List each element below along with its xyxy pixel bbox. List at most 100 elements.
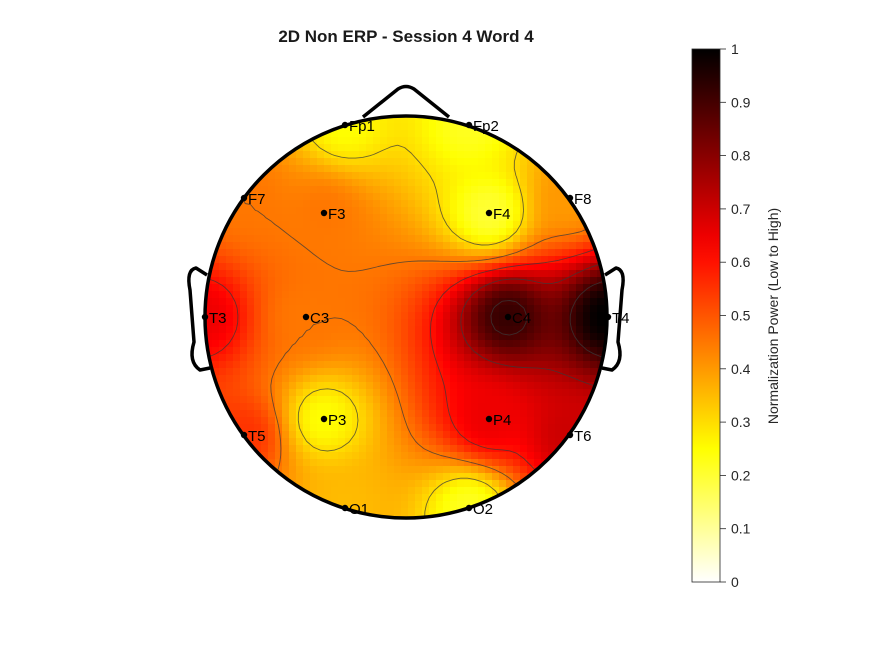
heatmap-cell: [464, 347, 472, 355]
heatmap-cell: [499, 445, 507, 453]
heatmap-cell: [478, 305, 486, 313]
heatmap-cell: [380, 445, 388, 453]
heatmap-cell: [289, 235, 297, 243]
heatmap-cell: [534, 354, 542, 362]
heatmap-cell: [310, 277, 318, 285]
heatmap-cell: [387, 284, 395, 292]
heatmap-cell: [534, 235, 542, 243]
heatmap-cell: [324, 375, 332, 383]
heatmap-cell: [261, 319, 269, 327]
heatmap-cell: [380, 431, 388, 439]
heatmap-cell: [436, 438, 444, 446]
heatmap-cell: [289, 207, 297, 215]
heatmap-cell: [387, 179, 395, 187]
heatmap-cell: [443, 326, 451, 334]
heatmap-cell: [282, 277, 290, 285]
heatmap-cell: [520, 249, 528, 257]
heatmap-cell: [324, 403, 332, 411]
heatmap-cell: [352, 501, 360, 509]
heatmap-cell: [520, 235, 528, 243]
heatmap-cell: [492, 291, 500, 299]
heatmap-cell: [380, 256, 388, 264]
heatmap-cell: [317, 277, 325, 285]
heatmap-cell: [331, 333, 339, 341]
heatmap-cell: [436, 144, 444, 152]
heatmap-cell: [296, 242, 304, 250]
heatmap-cell: [450, 459, 458, 467]
heatmap-cell: [443, 284, 451, 292]
heatmap-cell: [534, 396, 542, 404]
heatmap-cell: [366, 473, 374, 481]
heatmap-cell: [366, 368, 374, 376]
heatmap-cell: [289, 172, 297, 180]
heatmap-cell: [534, 179, 542, 187]
heatmap-cell: [338, 235, 346, 243]
heatmap-cell: [205, 291, 213, 299]
heatmap-cell: [394, 319, 402, 327]
heatmap-cell: [506, 473, 514, 481]
heatmap-cell: [352, 396, 360, 404]
heatmap-cell: [324, 466, 332, 474]
heatmap-cell: [415, 186, 423, 194]
heatmap-cell: [324, 312, 332, 320]
heatmap-cell: [422, 410, 430, 418]
heatmap-cell: [261, 263, 269, 271]
heatmap-cell: [373, 249, 381, 257]
heatmap-cell: [436, 480, 444, 488]
heatmap-cell: [366, 452, 374, 460]
heatmap-cell: [408, 466, 416, 474]
heatmap-cell: [555, 214, 563, 222]
heatmap-cell: [527, 340, 535, 348]
heatmap-cell: [394, 361, 402, 369]
heatmap-cell: [422, 242, 430, 250]
heatmap-cell: [597, 333, 605, 341]
heatmap-cell: [324, 361, 332, 369]
heatmap-cell: [534, 445, 542, 453]
heatmap-cell: [541, 179, 549, 187]
heatmap-cell: [548, 284, 556, 292]
heatmap-cell: [478, 228, 486, 236]
heatmap-cell: [541, 340, 549, 348]
heatmap-cell: [576, 221, 584, 229]
heatmap-cell: [359, 298, 367, 306]
heatmap-cell: [457, 144, 465, 152]
heatmap-cell: [254, 375, 262, 383]
heatmap-cell: [499, 256, 507, 264]
heatmap-cell: [436, 130, 444, 138]
heatmap-cell: [485, 270, 493, 278]
heatmap-cell: [541, 354, 549, 362]
heatmap-cell: [541, 333, 549, 341]
heatmap-cell: [499, 158, 507, 166]
heatmap-cell: [422, 214, 430, 222]
heatmap-cell: [590, 375, 598, 383]
heatmap-cell: [275, 193, 283, 201]
heatmap-cell: [562, 424, 570, 432]
electrode-label-fp2: Fp2: [473, 118, 499, 135]
heatmap-cell: [478, 431, 486, 439]
heatmap-cell: [373, 151, 381, 159]
heatmap-cell: [401, 389, 409, 397]
heatmap-cell: [450, 158, 458, 166]
heatmap-cell: [296, 207, 304, 215]
heatmap-cell: [506, 445, 514, 453]
heatmap-cell: [408, 424, 416, 432]
heatmap-cell: [415, 508, 423, 516]
heatmap-cell: [380, 424, 388, 432]
heatmap-cell: [471, 333, 479, 341]
heatmap-cell: [506, 410, 514, 418]
heatmap-cell: [226, 354, 234, 362]
heatmap-cell: [324, 305, 332, 313]
heatmap-cell: [240, 368, 248, 376]
heatmap-cell: [415, 200, 423, 208]
heatmap-cell: [394, 116, 402, 124]
heatmap-cell: [226, 389, 234, 397]
heatmap-cell: [296, 382, 304, 390]
heatmap-cell: [555, 389, 563, 397]
heatmap-cell: [436, 459, 444, 467]
heatmap-cell: [450, 214, 458, 222]
heatmap-cell: [520, 459, 528, 467]
colorbar: 00.10.20.30.40.50.60.70.80.91 Normalizat…: [691, 41, 781, 590]
heatmap-cell: [345, 249, 353, 257]
heatmap-cell: [310, 431, 318, 439]
heatmap-cell: [310, 172, 318, 180]
